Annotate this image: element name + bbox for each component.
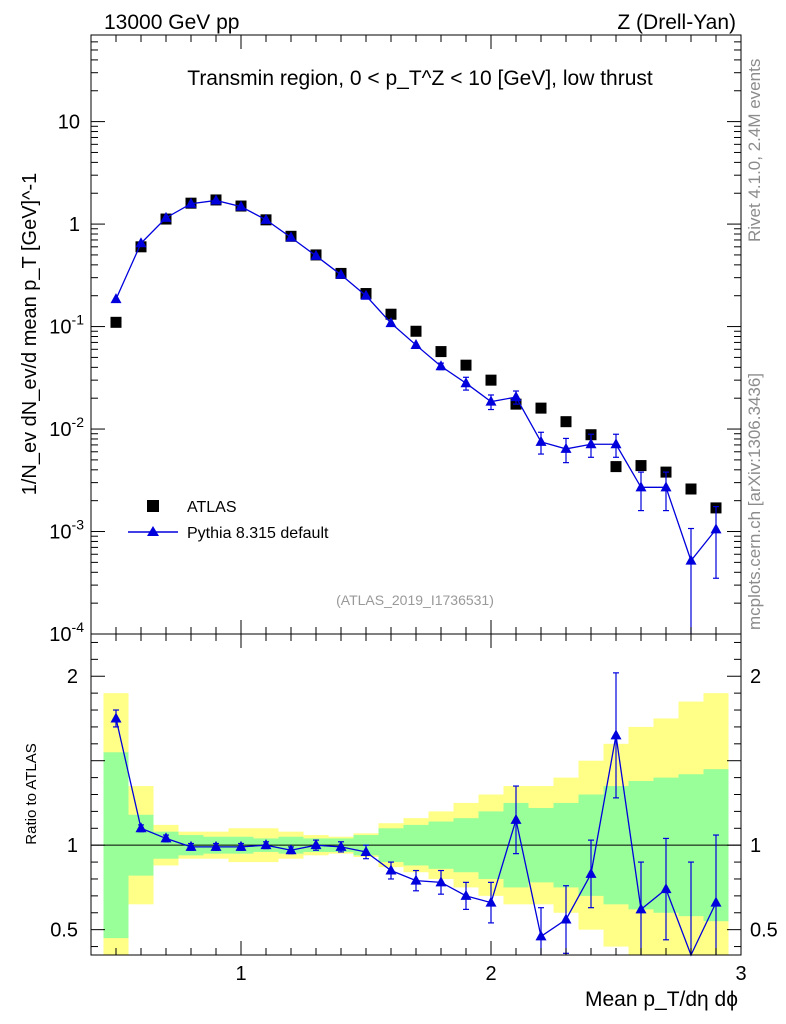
ratio-point — [535, 930, 547, 941]
ratio-point — [410, 874, 422, 885]
chart-title: Transmin region, 0 < p_T^Z < 10 [GeV], l… — [187, 67, 653, 90]
rivet-side-label: Rivet 4.1.0, 2.4M events — [745, 59, 764, 242]
ratio-point — [660, 883, 672, 894]
atlas-point — [535, 402, 547, 414]
atlas-point — [460, 359, 472, 371]
pythia-point — [285, 231, 297, 242]
ratio-panel — [91, 672, 741, 957]
y-tick-label-main: 10-1 — [49, 312, 84, 339]
y-tick-label-main: 1 — [69, 214, 80, 236]
ratio-point — [235, 840, 247, 851]
pythia-point — [335, 268, 347, 279]
pythia-point — [560, 442, 572, 453]
ratio-point — [185, 840, 197, 851]
atlas-point — [385, 308, 397, 320]
header-right-label: Z (Drell-Yan) — [617, 11, 736, 34]
axes: 1 2 3 10 1 10-1 10-2 10-3 10-4 2 2 1 1 0.5 0.5 — [49, 34, 778, 985]
x-tick-label: 2 — [485, 963, 496, 985]
pythia-point — [685, 554, 697, 565]
pythia-point — [535, 435, 547, 446]
legend-atlas-label: ATLAS — [187, 499, 237, 516]
legend-pythia-marker — [147, 526, 159, 536]
y-tick-label-ratio-right: 2 — [750, 666, 761, 688]
pythia-point — [635, 481, 647, 492]
ratio-point — [135, 822, 147, 833]
pythia-point — [510, 391, 522, 402]
y-tick-label-ratio-left: 1 — [67, 835, 78, 857]
ratio-point — [210, 840, 222, 851]
pythia-point — [260, 213, 272, 224]
atlas-point — [410, 325, 422, 337]
atlas-point — [435, 346, 447, 358]
pythia-point — [460, 377, 472, 388]
pythia-point — [585, 438, 597, 449]
pythia-point — [385, 317, 397, 328]
header-left-label: 13000 GeV pp — [104, 11, 239, 34]
y-tick-label-main: 10-3 — [49, 517, 84, 544]
ratio-point — [110, 712, 122, 723]
pythia-point — [135, 237, 147, 248]
y-axis-label-main: 1/N_ev dN_ev/d mean p_T [GeV]^-1 — [19, 173, 41, 496]
pythia-point — [710, 523, 722, 534]
atlas-point — [560, 416, 572, 428]
atlas-point — [685, 483, 697, 495]
y-tick-label-ratio-right: 0.5 — [750, 920, 778, 942]
pythia-point — [210, 194, 222, 205]
ratio-point — [510, 813, 522, 824]
y-tick-label-ratio-right: 1 — [750, 835, 761, 857]
ratio-point — [710, 896, 722, 907]
pythia-point — [310, 249, 322, 260]
ratio-point — [560, 913, 572, 924]
legend-atlas-marker — [147, 500, 159, 512]
pythia-point — [235, 200, 247, 211]
pythia-point — [660, 481, 672, 492]
ratio-point — [385, 864, 397, 875]
pythia-point — [110, 293, 122, 304]
chart-watermark: (ATLAS_2019_I1736531) — [336, 592, 494, 608]
ratio-point — [160, 832, 172, 843]
ratio-point — [610, 729, 622, 740]
ratio-point — [310, 839, 322, 850]
x-tick-label: 1 — [235, 963, 246, 985]
atlas-point — [110, 316, 122, 328]
pythia-point — [160, 211, 172, 222]
y-tick-label-ratio-left: 0.5 — [50, 920, 78, 942]
ratio-point — [335, 840, 347, 851]
mcplots-side-label: mcplots.cern.ch [arXiv:1306.3436] — [745, 373, 764, 630]
ratio-point — [360, 845, 372, 856]
ratio-point — [460, 889, 472, 900]
y-tick-label-ratio-left: 2 — [67, 666, 78, 688]
pythia-point — [410, 339, 422, 350]
pythia-point — [435, 360, 447, 371]
ratio-point — [585, 867, 597, 878]
x-tick-label: 3 — [735, 963, 746, 985]
pythia-point — [485, 395, 497, 406]
atlas-point — [635, 460, 647, 472]
ratio-point — [435, 876, 447, 887]
y-tick-label-main: 10 — [58, 112, 80, 134]
atlas-point — [485, 374, 497, 386]
ratio-point — [285, 844, 297, 855]
legend-pythia-label: Pythia 8.315 default — [187, 525, 329, 542]
ratio-point — [485, 896, 497, 907]
y-tick-label-main: 10-2 — [49, 414, 84, 441]
main-panel — [110, 194, 722, 634]
y-axis-label-ratio: Ratio to ATLAS — [23, 743, 40, 844]
x-axis-label: Mean p_T/dη dϕ — [585, 988, 738, 1011]
pythia-point — [360, 289, 372, 300]
ratio-point — [635, 903, 647, 914]
pythia-point — [185, 197, 197, 208]
y-tick-label-main: 10-4 — [49, 619, 84, 646]
ratio-point — [260, 839, 272, 850]
atlas-point — [610, 461, 622, 473]
pythia-point — [610, 438, 622, 449]
